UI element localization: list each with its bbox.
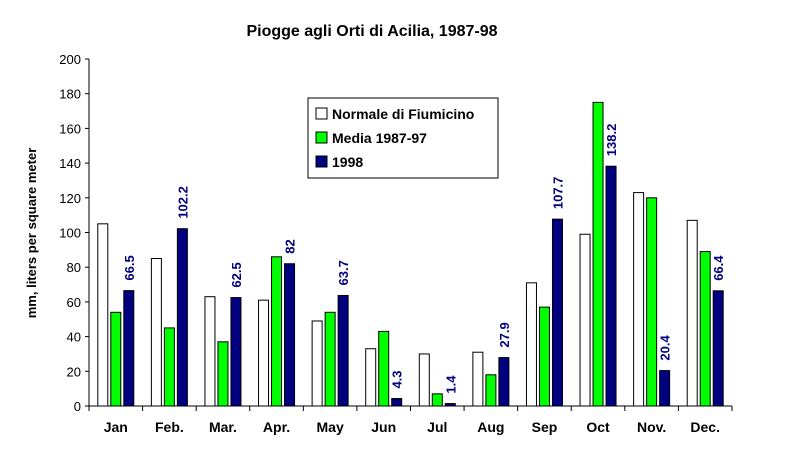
bar-normale: [633, 192, 645, 407]
x-category-label: Mar.: [209, 419, 237, 435]
y-tick-label: 100: [59, 226, 81, 241]
bar-media: [699, 251, 711, 407]
bar-media: [163, 327, 175, 407]
chart-title: Piogge agli Orti di Acilia, 1987-98: [246, 23, 497, 40]
bar-1998: [551, 218, 563, 407]
x-category-label: Sep: [532, 419, 558, 435]
bar-normale: [365, 348, 377, 407]
data-label-1998: 1.4: [443, 375, 458, 394]
x-category-label: Apr.: [263, 419, 290, 435]
bar-normale: [258, 299, 270, 407]
bar-media: [646, 197, 658, 407]
bar-normale: [525, 282, 537, 407]
bar-media: [538, 306, 550, 407]
bar-media: [431, 393, 443, 407]
data-label-1998: 4.3: [390, 370, 405, 388]
y-tick-label: 180: [59, 87, 81, 102]
legend: Normale di Fiumicino Media 1987-97 1998: [307, 97, 499, 179]
bar-1998: [391, 398, 403, 407]
bar-1998: [712, 290, 724, 407]
bar-normale: [472, 351, 484, 407]
bar-media: [110, 311, 122, 407]
data-label-1998: 62.5: [229, 262, 244, 287]
legend-swatch: [315, 107, 328, 120]
bar-1998: [284, 263, 296, 407]
bar-normale: [311, 320, 323, 407]
x-category-label: Jan: [104, 419, 128, 435]
x-category-label: Jun: [371, 419, 396, 435]
legend-entry: 1998: [332, 154, 363, 170]
bar-media: [271, 256, 283, 407]
bar-normale: [418, 353, 430, 407]
data-label-1998: 107.7: [550, 177, 565, 210]
bar-1998: [230, 297, 242, 407]
data-label-1998: 82: [283, 239, 298, 253]
bar-media: [378, 330, 390, 407]
legend-swatch: [315, 155, 328, 168]
bar-1998: [605, 165, 617, 407]
bar-1998: [444, 403, 456, 407]
legend-entry: Media 1987-97: [332, 130, 427, 146]
y-axis-label: mm, liters per square meter: [24, 148, 39, 319]
bar-1998: [498, 357, 510, 407]
bar-media: [324, 311, 336, 407]
data-label-1998: 27.9: [497, 322, 512, 347]
bar-normale: [150, 258, 162, 407]
y-tick-label: 20: [67, 364, 81, 379]
y-tick-label: 80: [67, 260, 81, 275]
plot-area: 0 20 40 60 80 100 120 140 160 180 200 Jan 66.5 Feb. 10…: [59, 52, 733, 435]
y-tick-label: 60: [67, 295, 81, 310]
y-tick-label: 200: [59, 52, 81, 67]
x-category-label: Oct: [586, 419, 610, 435]
bar-normale: [579, 233, 591, 407]
x-category-label: May: [317, 419, 344, 435]
x-category-label: Dec.: [690, 419, 720, 435]
y-tick-label: 40: [67, 330, 81, 345]
data-label-1998: 66.4: [711, 255, 726, 281]
x-category-label: Feb.: [155, 419, 184, 435]
x-category-label: Jul: [427, 419, 447, 435]
bar-normale: [686, 219, 698, 407]
legend-box: [307, 97, 499, 179]
y-tick-label: 0: [74, 399, 81, 414]
legend-swatch: [315, 131, 328, 144]
x-category-label: Nov.: [637, 419, 666, 435]
data-label-1998: 20.4: [658, 335, 673, 361]
data-label-1998: 138.2: [604, 124, 619, 157]
y-tick-label: 160: [59, 121, 81, 136]
y-tick-label: 120: [59, 191, 81, 206]
bar-1998: [176, 228, 188, 407]
bar-media: [485, 374, 497, 407]
bar-normale: [204, 296, 216, 407]
y-tick-label: 140: [59, 156, 81, 171]
data-label-1998: 63.7: [336, 260, 351, 285]
bar-1998: [659, 370, 671, 407]
x-category-label: Aug: [477, 419, 504, 435]
data-label-1998: 66.5: [122, 255, 137, 280]
data-label-1998: 102.2: [175, 186, 190, 219]
bar-1998: [123, 290, 135, 407]
bar-media: [217, 341, 229, 407]
bar-normale: [97, 223, 109, 407]
bar-1998: [337, 294, 349, 407]
legend-entry: Normale di Fiumicino: [332, 106, 474, 122]
bar-media: [592, 101, 604, 407]
